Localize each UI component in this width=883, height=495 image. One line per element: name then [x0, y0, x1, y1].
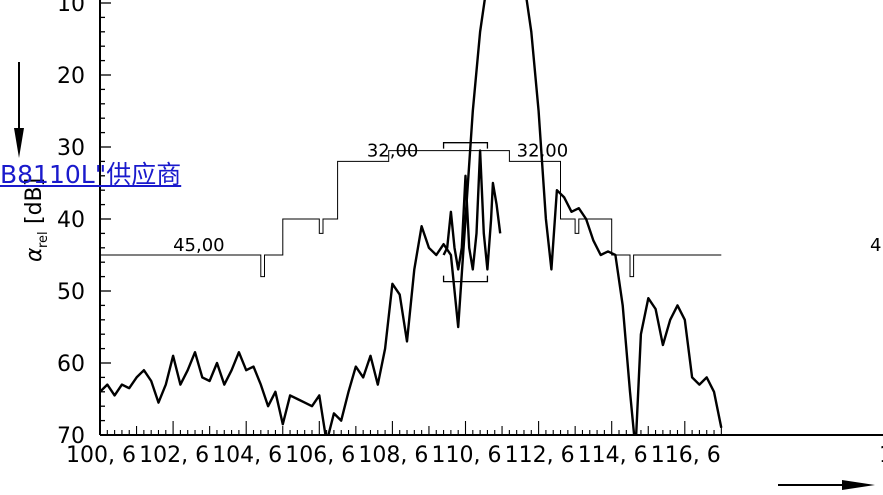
mask-level-label-right: 4 [870, 235, 881, 256]
mask-step-label-left: 32,00 [367, 140, 419, 161]
y-tick-label: 30 [57, 136, 85, 161]
mask-line [100, 150, 722, 278]
y-tick-label: 10 [57, 0, 85, 17]
y-tick-label: 60 [57, 352, 85, 377]
link-text[interactable]: B8110L"供应商 [0, 160, 182, 189]
y-tick-label: 50 [57, 280, 85, 305]
y-tick-label: 40 [57, 208, 85, 233]
x-tick-label: 108, 6 [358, 443, 428, 468]
mask-level-label-left: 45,00 [173, 235, 225, 256]
x-tick-label: 102, 6 [139, 443, 209, 468]
center-signal-line [442, 149, 502, 271]
bracket-bottom [442, 275, 489, 283]
x-tick-label: 100, 6 [66, 443, 136, 468]
y-axis-symbol: α [22, 247, 47, 262]
x-tick-label-partial: 1 [879, 443, 883, 468]
x-tick-label: 114, 6 [578, 443, 648, 468]
y-axis-unit: [dB] [22, 178, 47, 224]
y-tick-label: 70 [57, 424, 85, 449]
spectrum-line [100, 0, 723, 435]
y-arrow-head [14, 128, 24, 158]
axes-layer [14, 0, 883, 490]
x-tick-label: 106, 6 [285, 443, 355, 468]
mask-step-label-right: 32,00 [517, 140, 569, 161]
bracket-top [442, 142, 489, 149]
x-tick-label: 110, 6 [432, 443, 502, 468]
mask-layer [100, 142, 722, 283]
x-arrow-head [842, 480, 875, 490]
x-tick-label: 112, 6 [505, 443, 575, 468]
y-tick-label: 20 [57, 64, 85, 89]
y-axis-subscript: rel [36, 231, 51, 248]
x-tick-label: 104, 6 [212, 443, 282, 468]
series-layer [100, 0, 723, 435]
x-tick-label: 116, 6 [651, 443, 721, 468]
